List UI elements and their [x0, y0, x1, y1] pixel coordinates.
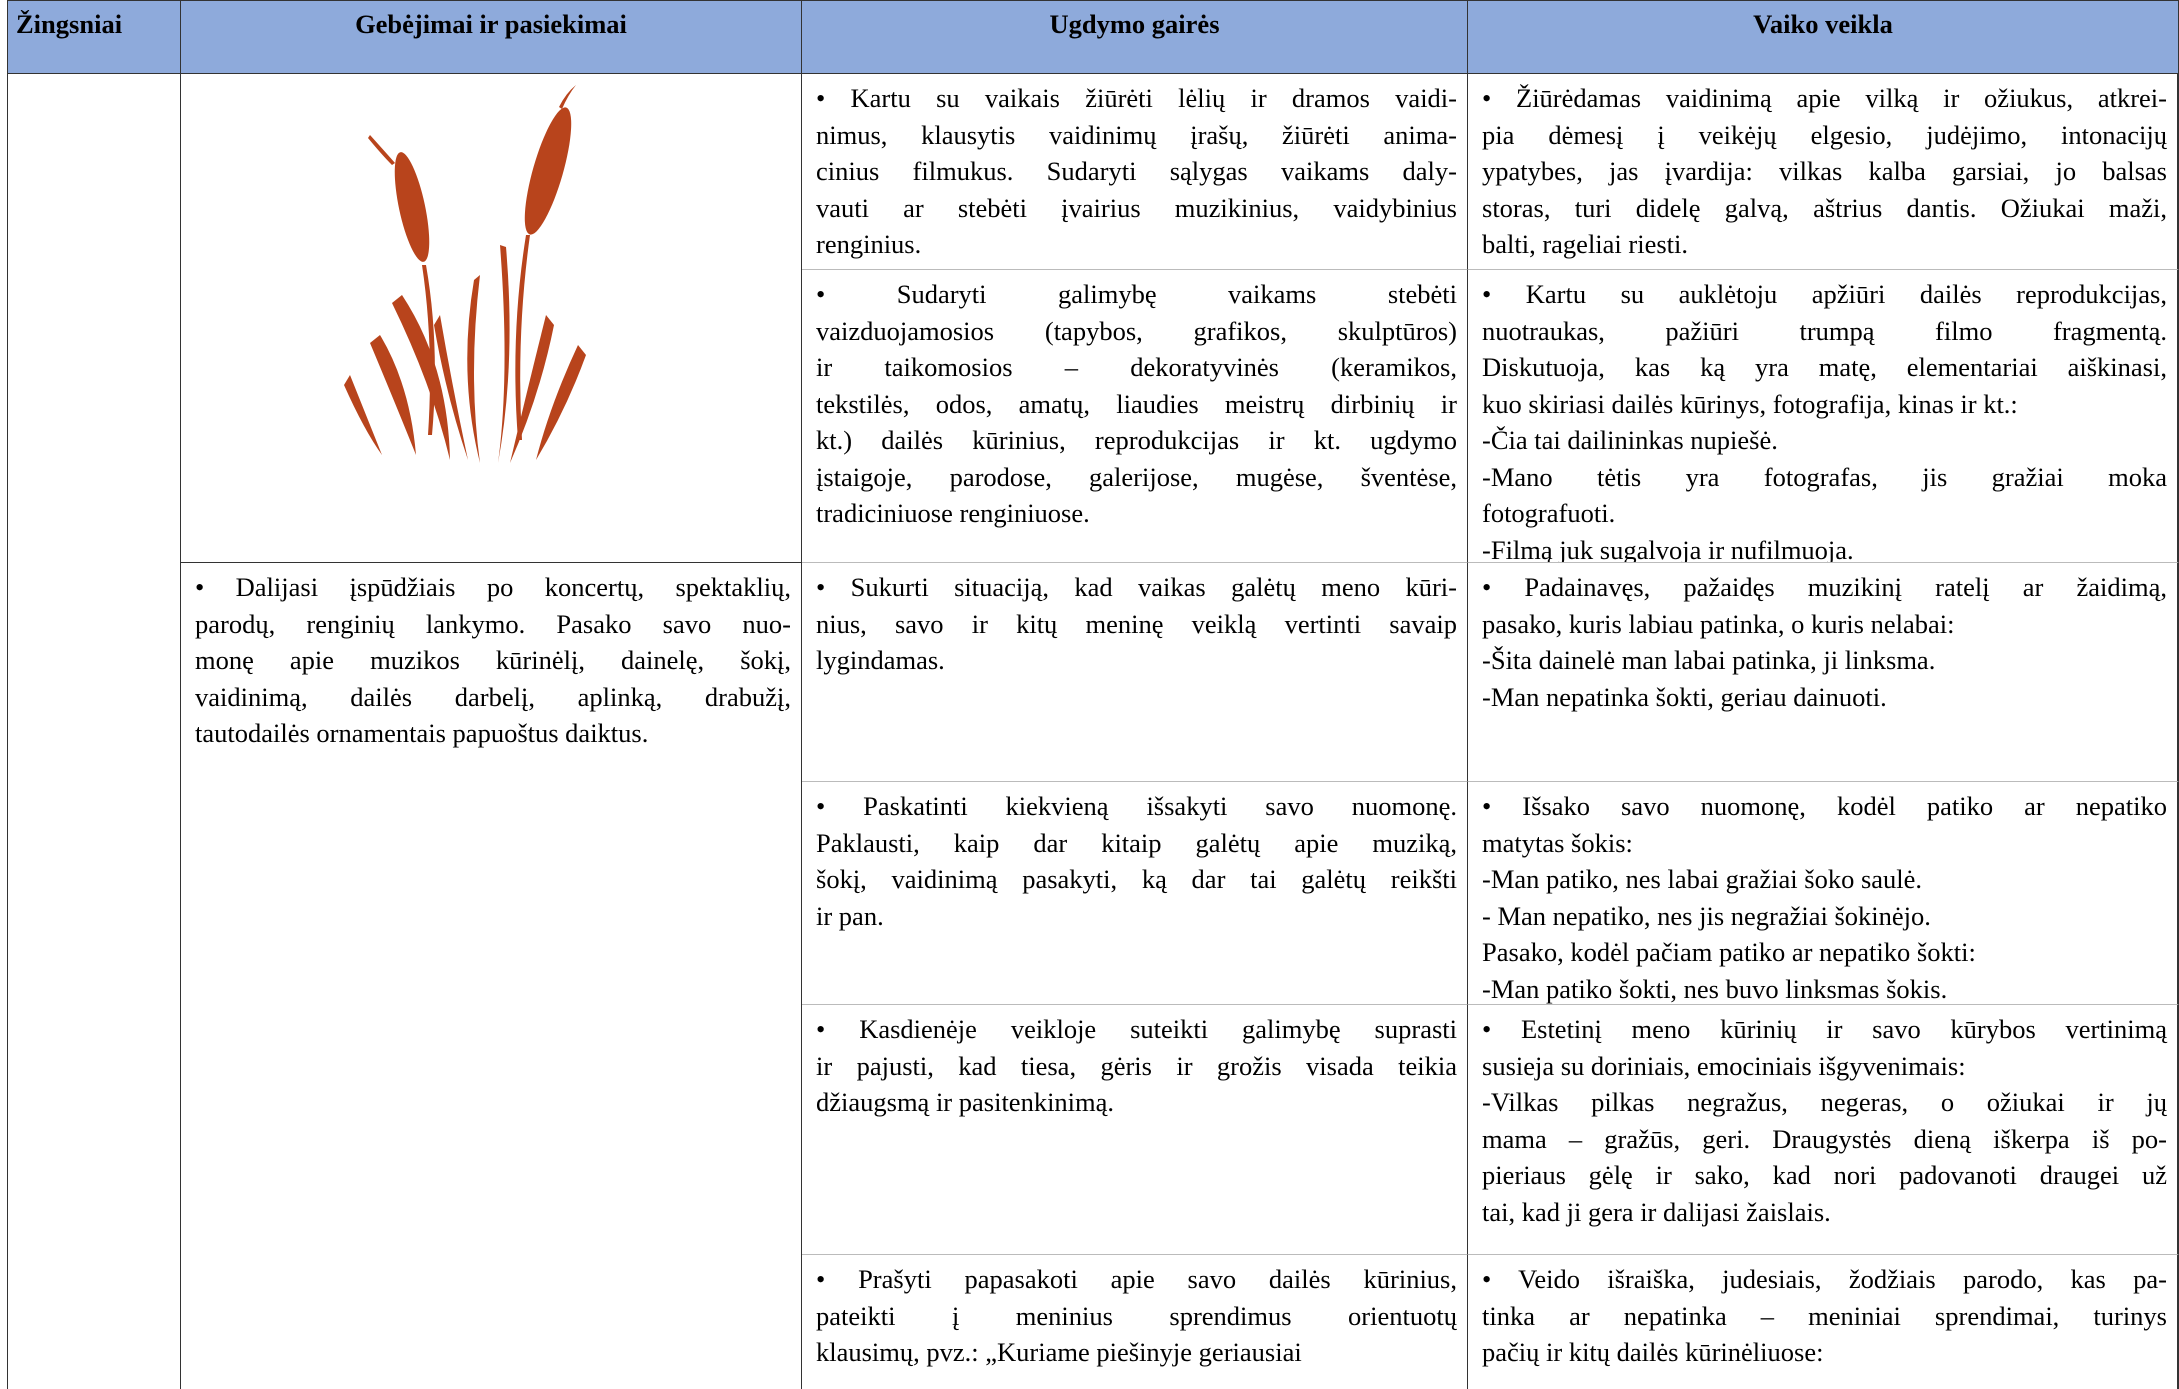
text-line: • Veido išraiška, judesiais, žodžiais pa…	[1482, 1264, 2167, 1294]
text-line: -Man patiko, nes labai gražiai šoko saul…	[1482, 864, 1923, 894]
text-line: • Estetinį meno kūrinių ir savo kūrybos …	[1482, 1014, 2167, 1044]
text-line: kt.) dailės kūrinius, reprodukcijas ir k…	[816, 425, 1457, 455]
text-line: -Man patiko šokti, nes buvo linksmas šok…	[1482, 973, 1948, 1004]
text-line: -Mano tėtis yra fotografas, jis gražiai …	[1482, 461, 2167, 492]
text-line: fotografuoti.	[1482, 498, 1616, 528]
text-line: -Čia tai dailininkas nupiešė.	[1482, 425, 1778, 455]
text-line: mama – gražūs, geri. Draugystės dieną iš…	[1482, 1123, 2167, 1154]
text-line: Paklausti, kaip dar kitaip galėtų apie m…	[816, 827, 1457, 858]
text-line: • Kartu su auklėtoju apžiūri dailės repr…	[1482, 279, 2167, 309]
text-line: • Sudaryti galimybę vaikams stebėti	[816, 279, 1457, 309]
text-line: ir taikomosios – dekoratyvinės (keramiko…	[816, 352, 1457, 382]
text-line: matytas šokis:	[1482, 827, 1633, 858]
column-header: Vaiko veikla	[1468, 0, 2179, 74]
text-line: parodų, renginių lankymo. Pasako savo nu…	[195, 608, 791, 639]
text-line: -Vilkas pilkas negražus, negeras, o ožiu…	[1482, 1087, 2167, 1117]
text-line: vaizduojamosios (tapybos, grafikos, skul…	[816, 315, 1457, 346]
text-line: -Šita dainelė man labai patinka, ji link…	[1482, 645, 1936, 675]
text-line: Pasako, kodėl pačiam patiko ar nepatiko …	[1482, 937, 1976, 967]
text-line: • Išsako savo nuomonę, kodėl patiko ar n…	[1482, 791, 2167, 821]
text-line: • Paskatinti kiekvieną išsakyti savo nuo…	[816, 791, 1457, 821]
text-line: • Prašyti papasakoti apie savo dailės kū…	[816, 1264, 1457, 1294]
column-header: Žingsniai	[7, 0, 181, 74]
text-line: lygindamas.	[816, 645, 945, 675]
text-line: vauti ar stebėti įvairius muzikinius, va…	[816, 192, 1457, 223]
text-line: ir pan.	[816, 900, 884, 931]
activity-cell: • Išsako savo nuomonę, kodėl patiko ar n…	[1468, 782, 2179, 1005]
text-line: • Kartu su vaikais žiūrėti lėlių ir dram…	[816, 83, 1457, 113]
text-line: balti, rageliai riesti.	[1482, 229, 1689, 259]
guideline-cell: • Kasdienėje veikloje suteikti galimybę …	[802, 1005, 1468, 1255]
text-line: • Sukurti situaciją, kad vaikas galėtų m…	[816, 572, 1457, 602]
text-line: Diskutuoja, kas ką yra matę, elementaria…	[1482, 352, 2167, 382]
guideline-cell: • Sudaryti galimybę vaikams stebėti vaizd…	[802, 270, 1468, 563]
text-line: renginius.	[816, 229, 922, 259]
text-line: ypatybes, jas įvardija: vilkas kalba gar…	[1482, 156, 2167, 186]
text-line: -Filmą juk sugalvoja ir nufilmuoja.	[1482, 534, 1854, 563]
text-line: -Man nepatinka šokti, geriau dainuoti.	[1482, 681, 1887, 712]
text-line: įstaigoje, parodose, galerijose, mugėse,…	[816, 461, 1457, 492]
text-line: - Man nepatiko, nes jis negražiai šokinė…	[1482, 900, 1931, 931]
activity-cell: • Veido išraiška, judesiais, žodžiais pa…	[1468, 1255, 2179, 1389]
text-line: nuotraukas, pažiūri trumpą filmo fragmen…	[1482, 315, 2167, 346]
text-line: cinius filmukus. Sudaryti sąlygas vaikam…	[816, 156, 1457, 186]
text-line: ir pajusti, kad tiesa, gėris ir grožis v…	[816, 1050, 1457, 1081]
column-header: Gebėjimai ir pasiekimai	[181, 0, 802, 74]
text-line: tai, kad ji gera ir dalijasi žaislais.	[1482, 1196, 1831, 1227]
activity-cell: • Kartu su auklėtoju apžiūri dailės repr…	[1468, 270, 2179, 563]
activity-cell: • Padainavęs, pažaidęs muzikinį ratelį a…	[1468, 563, 2179, 782]
activity-cell: • Estetinį meno kūrinių ir savo kūrybos …	[1468, 1005, 2179, 1255]
text-line: nius, savo ir kitų meninę veiklą vertint…	[816, 608, 1457, 639]
text-line: • Žiūrėdamas vaidinimą apie vilką ir oži…	[1482, 83, 2167, 113]
text-line: džiaugsmą ir pasitenkinimą.	[816, 1087, 1115, 1117]
steps-cell	[7, 74, 181, 1389]
cattail-illustration	[344, 85, 586, 463]
text-line: klausimų, pvz.: „Kuriame piešinyje geria…	[816, 1337, 1302, 1367]
text-line: tautodailės ornamentais papuoštus daiktu…	[195, 718, 649, 748]
text-line: vaidinimą, dailės darbelį, aplinką, drab…	[195, 681, 791, 712]
text-line: pia dėmesį į veikėjų elgesio, judėjimo, …	[1482, 119, 2167, 150]
illustration-cell	[181, 74, 802, 563]
text-line: • Kasdienėje veikloje suteikti galimybę …	[816, 1014, 1457, 1044]
text-line: susieja su doriniais, emociniais išgyven…	[1482, 1050, 1966, 1081]
text-line: pateikti į meninius sprendimus orientuot…	[816, 1300, 1457, 1331]
text-line: šokį, vaidinimą pasakyti, ką dar tai gal…	[816, 864, 1457, 894]
guideline-cell: • Kartu su vaikais žiūrėti lėlių ir dram…	[802, 74, 1468, 270]
text-line: monę apie muzikos kūrinėlį, dainelę, šok…	[195, 645, 791, 675]
text-line: tekstilės, odos, amatų, liaudies meistrų…	[816, 388, 1457, 419]
text-line: tradiciniuose renginiuose.	[816, 498, 1090, 528]
guideline-cell: • Sukurti situaciją, kad vaikas galėtų m…	[802, 563, 1468, 782]
guideline-cell: • Prašyti papasakoti apie savo dailės kū…	[802, 1255, 1468, 1389]
guideline-cell: • Paskatinti kiekvieną išsakyti savo nuo…	[802, 782, 1468, 1005]
activity-cell: • Žiūrėdamas vaidinimą apie vilką ir oži…	[1468, 74, 2179, 270]
column-header: Ugdymo gairės	[802, 0, 1468, 74]
text-line: pasako, kuris labiau patinka, o kuris ne…	[1482, 608, 1955, 639]
text-line: storas, turi didelę galvą, aštrius danti…	[1482, 192, 2167, 223]
text-line: tinka ar nepatinka – meniniai sprendimai…	[1482, 1300, 2167, 1331]
text-line: pačių ir kitų dailės kūrinėliuose:	[1482, 1337, 1824, 1367]
text-line: • Padainavęs, pažaidęs muzikinį ratelį a…	[1482, 572, 2167, 602]
text-line: • Dalijasi įspūdžiais po koncertų, spekt…	[195, 572, 791, 602]
text-line: pieriaus gėlę ir sako, kad nori padovano…	[1482, 1160, 2167, 1190]
achievement-cell: • Dalijasi įspūdžiais po koncertų, spekt…	[181, 563, 802, 1389]
text-line: nimus, klausytis vaidinimų įrašų, žiūrėt…	[816, 119, 1457, 150]
text-line: kuo skiriasi dailės kūrinys, fotografija…	[1482, 388, 2018, 419]
